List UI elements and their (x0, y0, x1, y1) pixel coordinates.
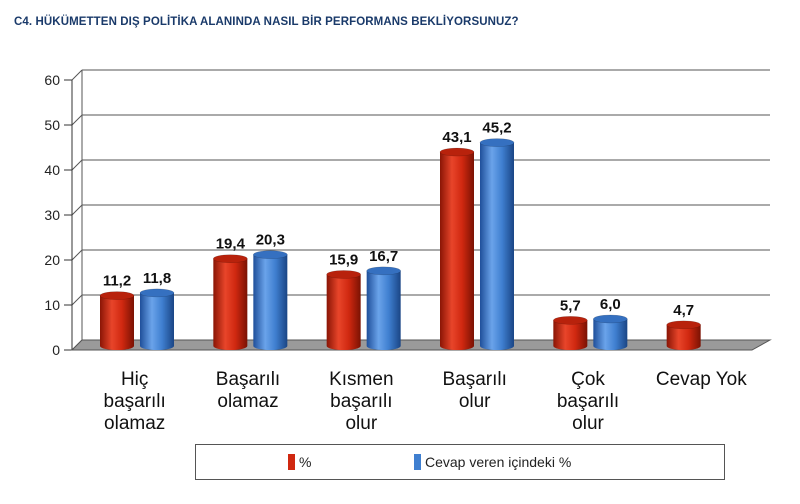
bar (326, 270, 361, 350)
chart-title: C4. HÜKÜMETTEN DIŞ POLİTİKA ALANINDA NAS… (14, 16, 519, 28)
data-label: 6,0 (600, 296, 621, 313)
category-label: Hiç (121, 369, 148, 390)
legend: % Cevap veren içindeki % (195, 444, 725, 480)
data-label: 20,3 (256, 232, 285, 249)
data-label: 19,4 (216, 236, 246, 253)
y-tick-label: 20 (44, 252, 60, 268)
gridline-diagonal (71, 159, 83, 171)
category-label: Başarılı (442, 369, 506, 390)
category-label: başarılı (557, 391, 619, 412)
data-label: 5,7 (560, 297, 581, 314)
category-labels: HiçbaşarılıolamazBaşarılıolamazKısmenbaş… (104, 369, 748, 434)
bar-top (99, 291, 135, 300)
category-label: Kısmen (329, 369, 393, 390)
category-label: olur (459, 391, 491, 412)
category-label: olamaz (104, 413, 165, 434)
y-tick-label: 50 (44, 117, 60, 133)
bar (213, 254, 248, 350)
bar-body (593, 319, 628, 350)
gridline-diagonal (71, 294, 83, 306)
category-label: olur (345, 413, 377, 434)
bar-top (593, 314, 628, 324)
floor-surface (70, 339, 772, 351)
legend-swatch-red (288, 454, 295, 470)
chart-floor (70, 339, 772, 351)
bar (366, 266, 401, 350)
category-label: olamaz (217, 391, 278, 412)
legend-item-respondents-percent: Cevap veren içindeki % (414, 454, 571, 470)
bar-top (479, 138, 515, 147)
gridline-diagonal (71, 249, 83, 261)
y-tick-label: 0 (52, 342, 60, 358)
data-label: 15,9 (329, 251, 358, 268)
bar (479, 138, 515, 350)
category-label: başarılı (104, 391, 166, 412)
legend-label: Cevap veren içindeki % (425, 454, 572, 470)
category-label: Cevap Yok (656, 369, 747, 390)
bar-chart: 0 10 20 30 40 50 60 11,2 11,8 19,4 20,3 15,9 16,7 43… (44, 69, 772, 434)
gridline-diagonal (71, 69, 83, 81)
data-label: 4,7 (673, 302, 694, 319)
bar (139, 288, 175, 350)
category-label: Başarılı (216, 369, 280, 390)
y-tick-label: 30 (44, 207, 60, 223)
y-tick-label: 40 (44, 162, 60, 178)
bar-body (480, 142, 514, 350)
data-labels: 11,2 11,8 19,4 20,3 15,9 16,7 43,1 45,2 5,7 6,0 4,… (103, 120, 694, 319)
bar-body (100, 295, 134, 350)
bar (666, 320, 701, 350)
data-label: 16,7 (369, 248, 398, 265)
bar (99, 291, 135, 350)
bar-top (139, 288, 175, 298)
category-label: başarılı (330, 391, 392, 412)
category-label: olur (572, 413, 604, 434)
bar-top (366, 266, 401, 276)
bar-body (666, 324, 701, 350)
category-label: Çok (571, 369, 605, 390)
bar-body (440, 152, 474, 350)
data-label: 11,2 (103, 273, 131, 290)
legend-label: % (299, 454, 312, 470)
bar (553, 316, 588, 350)
y-tick-label: 60 (44, 72, 60, 88)
y-axis: 0 10 20 30 40 50 60 (44, 70, 83, 358)
grid (71, 69, 770, 351)
bar-body (213, 258, 248, 350)
bar-top (553, 316, 588, 325)
bars (99, 138, 701, 350)
data-label: 43,1 (442, 129, 471, 146)
bar (439, 147, 475, 350)
data-label: 11,8 (143, 270, 171, 287)
data-label: 45,2 (482, 120, 511, 137)
legend-swatch-blue (414, 454, 421, 470)
bar-body (553, 320, 588, 350)
bar-top (213, 254, 248, 263)
bar-top (326, 270, 361, 279)
legend-item-percent: % (288, 454, 311, 470)
y-tick-label: 10 (44, 297, 60, 313)
bar (593, 314, 628, 350)
bar-body (366, 270, 401, 350)
bar-top (439, 147, 475, 157)
gridline-diagonal (71, 114, 83, 126)
gridline-diagonal (71, 204, 83, 216)
bar-body (326, 274, 361, 350)
bar-body (140, 292, 174, 350)
bar-body (253, 254, 288, 350)
bar-top (666, 320, 701, 330)
bar (253, 250, 288, 350)
bar-top (253, 250, 288, 259)
